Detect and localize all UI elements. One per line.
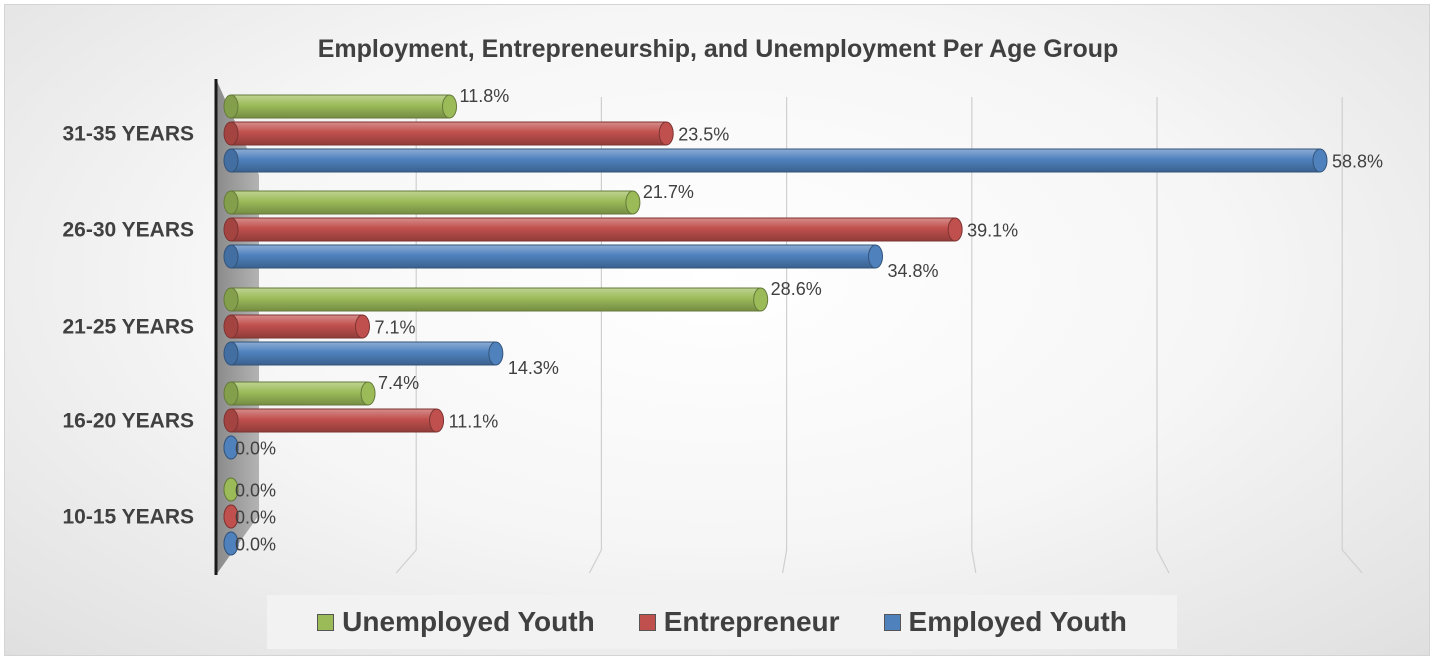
bar xyxy=(223,477,239,502)
data-label: 58.8% xyxy=(1332,152,1383,172)
gridlines xyxy=(395,97,1363,574)
category-label: 10-15 YEARS xyxy=(62,506,194,529)
category-label: 26-30 YEARS xyxy=(62,219,194,242)
data-label: 11.8% xyxy=(460,86,510,106)
data-label: 11.1% xyxy=(449,412,499,432)
bar xyxy=(223,314,370,339)
data-label: 28.6% xyxy=(771,279,822,299)
category-label: 21-25 YEARS xyxy=(62,316,194,339)
bar xyxy=(223,435,239,460)
bar xyxy=(223,148,1328,173)
category-label: 31-35 YEARS xyxy=(62,123,194,146)
legend-label-employed-youth: Employed Youth xyxy=(908,606,1127,637)
data-label: 23.5% xyxy=(678,125,729,145)
data-label: 0.0% xyxy=(235,508,276,528)
legend-label-unemployed-youth: Unemployed Youth xyxy=(342,606,595,637)
bar xyxy=(223,217,963,242)
bar xyxy=(223,381,376,406)
chart-title: Employment, Entrepreneurship, and Unempl… xyxy=(318,35,1119,63)
data-label: 0.0% xyxy=(235,439,276,459)
bars: 11.8% 23.5% 58.8% 21.7% 39.1% 34.8% 28.6% 7.1% 1… xyxy=(223,86,1383,556)
gridline xyxy=(1341,97,1363,574)
data-label: 34.8% xyxy=(888,261,939,281)
bar xyxy=(223,190,641,215)
data-label: 7.4% xyxy=(378,373,419,393)
data-label: 0.0% xyxy=(235,535,276,555)
chart-plot: Employment, Entrepreneurship, and Unempl… xyxy=(62,35,1383,575)
legend-swatch-unemployed-youth xyxy=(317,613,335,631)
data-label: 39.1% xyxy=(967,221,1018,241)
bar xyxy=(223,244,884,269)
data-label: 14.3% xyxy=(508,358,559,378)
data-label: 21.7% xyxy=(643,182,694,202)
data-label: 7.1% xyxy=(374,318,415,338)
bar xyxy=(223,287,769,312)
legend-label-entrepreneur: Entrepreneur xyxy=(663,606,840,637)
data-label: 0.0% xyxy=(235,481,276,501)
category-label: 16-20 YEARS xyxy=(62,410,194,433)
bar xyxy=(223,94,458,119)
legend-item-employed-youth: Employed Youth xyxy=(883,606,1127,638)
bar xyxy=(223,504,239,529)
chart-frame: Employment, Entrepreneurship, and Unempl… xyxy=(4,4,1430,656)
legend-item-unemployed-youth: Unemployed Youth xyxy=(317,606,595,638)
legend: Unemployed Youth Entrepreneur Employed Y… xyxy=(267,595,1177,649)
bar xyxy=(223,341,504,366)
bar xyxy=(223,408,445,433)
legend-item-entrepreneur: Entrepreneur xyxy=(638,606,840,638)
legend-swatch-employed-youth xyxy=(883,613,901,631)
bar xyxy=(223,531,239,556)
category-labels: 31-35 YEARS 26-30 YEARS 21-25 YEARS 16-20 Y… xyxy=(62,123,194,529)
legend-swatch-entrepreneur xyxy=(638,613,656,631)
bar xyxy=(223,121,674,146)
